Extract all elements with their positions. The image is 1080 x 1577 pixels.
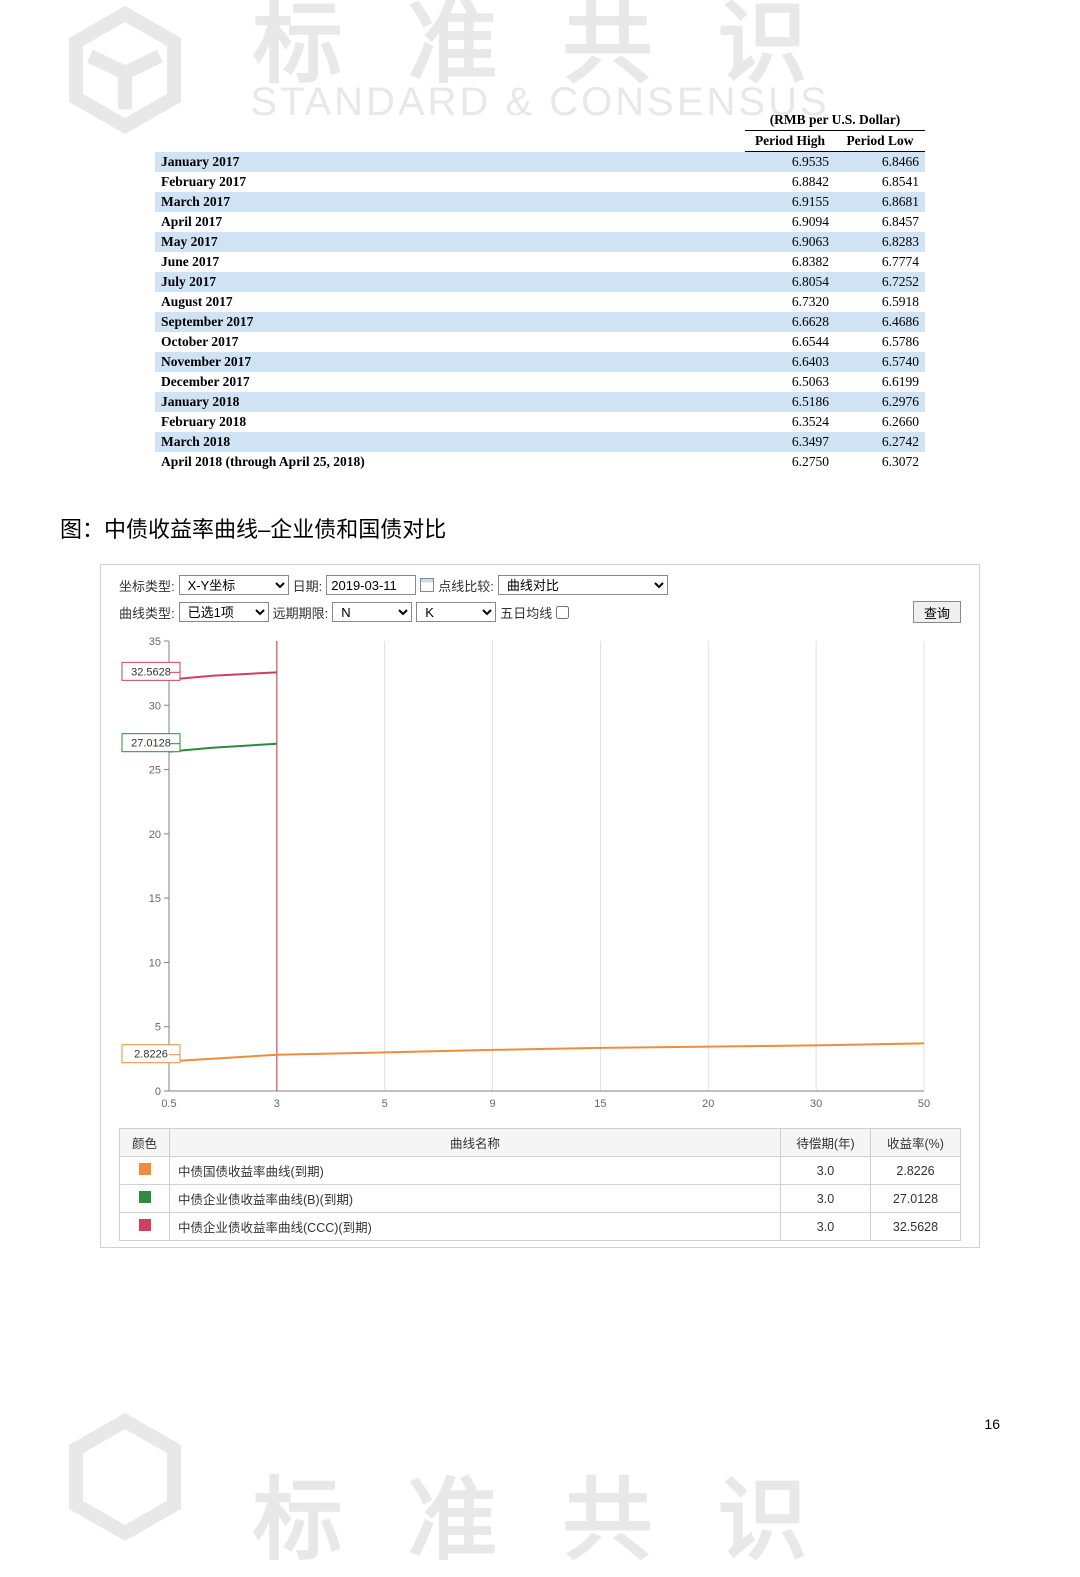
legend-table: 颜色曲线名称待偿期(年)收益率(%) 中债国债收益率曲线(到期)3.02.822…	[119, 1128, 961, 1241]
svg-text:20: 20	[149, 829, 161, 841]
rmb-table-block: (RMB per U.S. Dollar) Period High Period…	[155, 110, 925, 472]
svg-text:15: 15	[594, 1098, 606, 1110]
svg-text:0: 0	[155, 1086, 161, 1098]
compare-label: 点线比较:	[438, 576, 494, 595]
table-row: April 2018 (through April 25, 2018)6.275…	[155, 452, 925, 472]
legend-row: 中债企业债收益率曲线(CCC)(到期)3.032.5628	[120, 1213, 961, 1241]
svg-text:3: 3	[274, 1098, 280, 1110]
query-button[interactable]: 查询	[913, 601, 961, 623]
table-row: February 20176.88426.8541	[155, 172, 925, 192]
svg-text:30: 30	[810, 1098, 822, 1110]
legend-col: 待偿期(年)	[781, 1129, 871, 1157]
ma5-label: 五日均线	[500, 603, 552, 622]
svg-text:25: 25	[149, 765, 161, 777]
svg-text:10: 10	[149, 957, 161, 969]
rmb-caption: (RMB per U.S. Dollar)	[745, 110, 925, 131]
svg-text:30: 30	[149, 700, 161, 712]
table-row: June 20176.83826.7774	[155, 252, 925, 272]
svg-text:5: 5	[155, 1022, 161, 1034]
chart-area: 051015202530350.53591520305032.562827.01…	[119, 631, 961, 1124]
svg-text:27.0128: 27.0128	[131, 738, 171, 750]
coord-label: 坐标类型:	[119, 576, 175, 595]
yield-chart-svg: 051015202530350.53591520305032.562827.01…	[119, 631, 939, 1121]
table-row: August 20176.73206.5918	[155, 292, 925, 312]
page-number: 16	[984, 1416, 1000, 1432]
curve-type-select[interactable]: 已选1项	[179, 602, 269, 622]
col-low: Period Low	[835, 131, 925, 152]
compare-select[interactable]: 曲线对比	[498, 575, 668, 595]
coord-select[interactable]: X-Y坐标	[179, 575, 289, 595]
legend-col: 收益率(%)	[871, 1129, 961, 1157]
table-row: October 20176.65446.5786	[155, 332, 925, 352]
svg-text:15: 15	[149, 893, 161, 905]
legend-col: 曲线名称	[170, 1129, 781, 1157]
svg-text:0.5: 0.5	[161, 1098, 176, 1110]
svg-text:35: 35	[149, 636, 161, 648]
date-input[interactable]	[326, 575, 416, 595]
forward-n-select[interactable]: N	[332, 602, 412, 622]
svg-text:5: 5	[382, 1098, 388, 1110]
table-row: January 20176.95356.8466	[155, 152, 925, 173]
table-row: April 20176.90946.8457	[155, 212, 925, 232]
table-row: May 20176.90636.8283	[155, 232, 925, 252]
table-row: July 20176.80546.7252	[155, 272, 925, 292]
col-high: Period High	[745, 131, 835, 152]
legend-row: 中债国债收益率曲线(到期)3.02.8226	[120, 1157, 961, 1185]
watermark-logo-bottom	[50, 1407, 200, 1547]
table-row: March 20176.91556.8681	[155, 192, 925, 212]
legend-col: 颜色	[120, 1129, 170, 1157]
ma5-checkbox[interactable]	[556, 606, 569, 619]
table-row: January 20186.51866.2976	[155, 392, 925, 412]
table-row: March 20186.34976.2742	[155, 432, 925, 452]
svg-text:9: 9	[490, 1098, 496, 1110]
table-row: September 20176.66286.4686	[155, 312, 925, 332]
calendar-icon[interactable]	[420, 578, 434, 592]
legend-row: 中债企业债收益率曲线(B)(到期)3.027.0128	[120, 1185, 961, 1213]
svg-text:2.8226: 2.8226	[134, 1049, 168, 1061]
section-title: 图：中债收益率曲线–企业债和国债对比	[60, 512, 980, 544]
svg-text:32.5628: 32.5628	[131, 666, 171, 678]
forward-k-select[interactable]: K	[416, 602, 496, 622]
chart-box: 坐标类型: X-Y坐标 日期: 点线比较: 曲线对比 曲线类型: 已选1项 远期…	[100, 564, 980, 1248]
forward-label: 远期期限:	[273, 603, 329, 622]
rmb-table: (RMB per U.S. Dollar) Period High Period…	[155, 110, 925, 472]
chart-controls: 坐标类型: X-Y坐标 日期: 点线比较: 曲线对比 曲线类型: 已选1项 远期…	[119, 575, 961, 623]
curve-type-label: 曲线类型:	[119, 603, 175, 622]
date-label: 日期:	[293, 576, 323, 595]
table-row: November 20176.64036.5740	[155, 352, 925, 372]
table-row: February 20186.35246.2660	[155, 412, 925, 432]
table-row: December 20176.50636.6199	[155, 372, 925, 392]
svg-text:20: 20	[702, 1098, 714, 1110]
svg-text:50: 50	[918, 1098, 930, 1110]
